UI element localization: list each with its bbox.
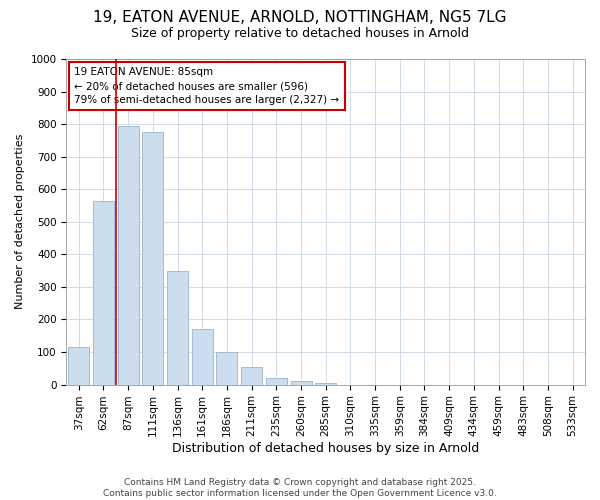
Text: Size of property relative to detached houses in Arnold: Size of property relative to detached ho… — [131, 28, 469, 40]
Bar — [142, 132, 163, 384]
Bar — [68, 347, 89, 385]
Bar — [266, 378, 287, 384]
Bar — [93, 200, 114, 384]
Bar — [167, 270, 188, 384]
Bar — [217, 352, 238, 384]
Text: 19, EATON AVENUE, ARNOLD, NOTTINGHAM, NG5 7LG: 19, EATON AVENUE, ARNOLD, NOTTINGHAM, NG… — [93, 10, 507, 25]
X-axis label: Distribution of detached houses by size in Arnold: Distribution of detached houses by size … — [172, 442, 479, 455]
Bar — [241, 366, 262, 384]
Text: Contains HM Land Registry data © Crown copyright and database right 2025.
Contai: Contains HM Land Registry data © Crown c… — [103, 478, 497, 498]
Bar — [290, 382, 311, 384]
Text: 19 EATON AVENUE: 85sqm
← 20% of detached houses are smaller (596)
79% of semi-de: 19 EATON AVENUE: 85sqm ← 20% of detached… — [74, 67, 340, 105]
Bar — [118, 126, 139, 384]
Bar — [315, 383, 336, 384]
Y-axis label: Number of detached properties: Number of detached properties — [15, 134, 25, 310]
Bar — [192, 329, 213, 384]
